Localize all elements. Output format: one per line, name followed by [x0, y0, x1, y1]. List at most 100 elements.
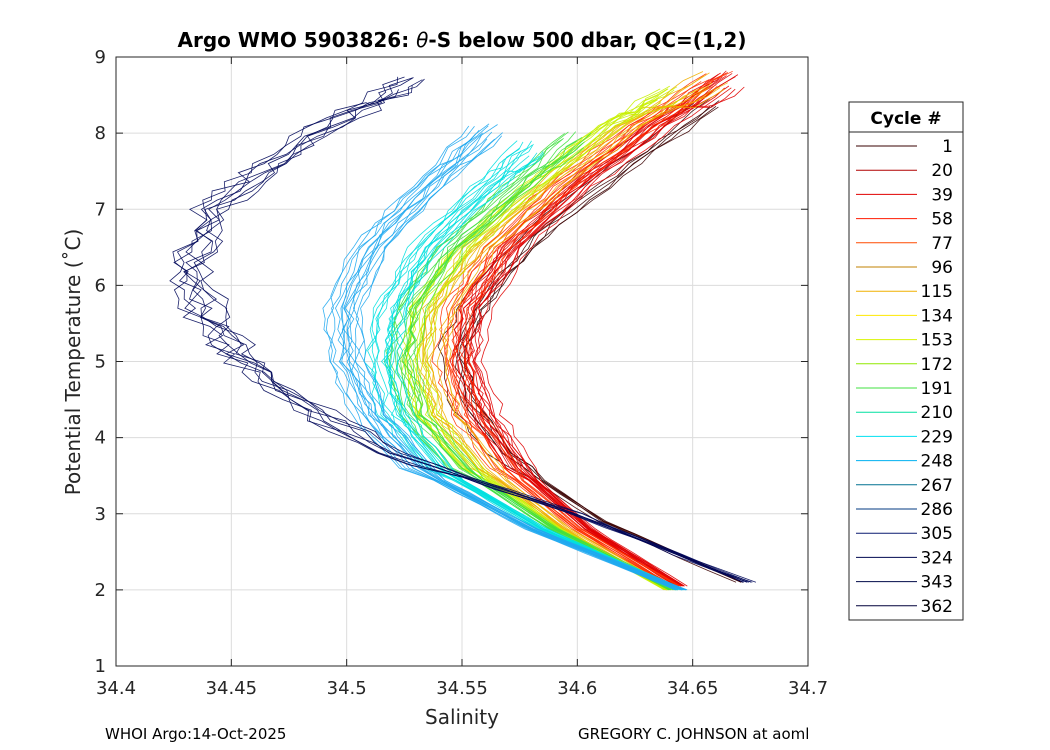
- x-tick-label: 34.55: [436, 678, 488, 699]
- legend-entry: 153: [856, 331, 953, 351]
- legend-entry: 324: [856, 548, 953, 568]
- legend-entry: 229: [856, 427, 953, 447]
- series-8: [322, 123, 688, 591]
- series-7: [363, 140, 686, 591]
- y-tick-label: 8: [95, 123, 106, 144]
- legend-label: 20: [931, 161, 953, 181]
- legend-label: 39: [931, 185, 953, 205]
- profile-line: [384, 155, 680, 591]
- legend-label: 305: [921, 524, 953, 544]
- legend-label: 267: [921, 476, 953, 496]
- profile-line: [463, 100, 744, 583]
- profile-line: [355, 135, 687, 591]
- profile-line: [325, 138, 677, 591]
- profile-line: [473, 74, 739, 587]
- legend-label: 172: [921, 355, 953, 375]
- y-tick-label: 3: [95, 504, 106, 525]
- series-1: [437, 98, 744, 583]
- series-group: [169, 70, 757, 591]
- profile-line: [367, 140, 677, 591]
- x-tick-label: 34.4: [96, 678, 136, 699]
- legend-entry: 362: [856, 597, 953, 617]
- profile-line: [396, 151, 686, 591]
- profile-line: [467, 70, 733, 587]
- legend-entry: 115: [856, 282, 953, 302]
- legend-entry: 1: [856, 137, 953, 157]
- profile-line: [341, 138, 683, 591]
- legend: Cycle # 1 20 39 58 77 96 115 134 153 172 191 210 229…: [848, 101, 964, 621]
- legend-label: 210: [921, 403, 953, 423]
- legend-entry: 191: [856, 379, 953, 399]
- x-tick-label: 34.65: [667, 678, 719, 699]
- footer-source: WHOI Argo:14-Oct-2025: [105, 725, 287, 743]
- legend-label: 134: [921, 306, 953, 326]
- profile-line: [322, 125, 676, 591]
- legend-label: 229: [921, 427, 953, 447]
- legend-label: 343: [921, 573, 953, 593]
- legend-label: 58: [931, 210, 953, 230]
- legend-entry: 96: [856, 258, 953, 278]
- legend-label: 191: [921, 379, 953, 399]
- legend-label: 96: [931, 258, 953, 278]
- profile-line: [423, 86, 678, 591]
- legend-entry: 286: [856, 500, 953, 520]
- profile-line: [412, 88, 669, 591]
- profile-line: [385, 157, 683, 591]
- x-axis-label: Salinity: [425, 705, 499, 729]
- legend-entry: 343: [856, 573, 953, 593]
- legend-entry: 77: [856, 234, 953, 254]
- legend-title: Cycle #: [870, 109, 941, 129]
- legend-entry: 172: [856, 355, 953, 375]
- profile-line: [389, 155, 684, 591]
- profile-line: [413, 132, 679, 591]
- profile-line: [426, 98, 681, 591]
- profile-line: [447, 85, 718, 587]
- legend-entry: 248: [856, 452, 953, 472]
- x-tick-label: 34.5: [327, 678, 367, 699]
- profile-line: [414, 88, 669, 591]
- profile-line: [404, 143, 677, 591]
- legend-label: 248: [921, 452, 953, 472]
- profile-line: [337, 134, 682, 591]
- legend-label: 362: [921, 597, 953, 617]
- legend-entry: 134: [856, 306, 953, 326]
- legend-label: 115: [921, 282, 953, 302]
- series-9: [169, 76, 757, 583]
- y-tick-label: 4: [95, 428, 106, 449]
- axis-ticks: 34.4 34.45 34.5 34.55 34.6 34.65 34.7 1 2 3 4 5 6 7 8 9: [95, 47, 828, 699]
- legend-label: 286: [921, 500, 953, 520]
- legend-entry: 305: [856, 524, 953, 544]
- y-tick-label: 7: [95, 199, 106, 220]
- profile-line: [463, 85, 730, 587]
- y-axis-label: Potential Temperature (˚C): [61, 229, 85, 496]
- profile-line: [200, 79, 757, 583]
- profile-line: [374, 141, 678, 591]
- y-tick-label: 1: [95, 656, 106, 677]
- profile-line: [463, 72, 729, 587]
- x-tick-label: 34.6: [557, 678, 597, 699]
- x-tick-label: 34.45: [206, 678, 258, 699]
- y-tick-label: 6: [95, 275, 106, 296]
- legend-label: 324: [921, 548, 953, 568]
- series-6: [383, 131, 679, 591]
- chart-title: Argo WMO 5903826: θ-S below 500 dbar, QC…: [178, 28, 747, 52]
- profile-line: [465, 106, 743, 583]
- legend-entry: 20: [856, 161, 953, 181]
- profile-line: [480, 86, 745, 587]
- profile-line: [184, 77, 753, 583]
- x-tick-label: 34.7: [788, 678, 828, 699]
- legend-entry: 210: [856, 403, 953, 423]
- profile-line: [437, 102, 737, 583]
- legend-entry: 267: [856, 476, 953, 496]
- y-tick-label: 2: [95, 580, 106, 601]
- profile-line: [393, 131, 672, 591]
- profile-line: [436, 87, 720, 591]
- profile-line: [396, 145, 674, 591]
- legend-label: 1: [942, 137, 953, 157]
- profile-line: [172, 89, 745, 583]
- footer-author: GREGORY C. JOHNSON at aoml: [578, 725, 810, 743]
- legend-entry: 58: [856, 210, 953, 230]
- y-tick-label: 9: [95, 47, 106, 68]
- profile-line: [193, 78, 752, 583]
- profile-line: [389, 133, 671, 591]
